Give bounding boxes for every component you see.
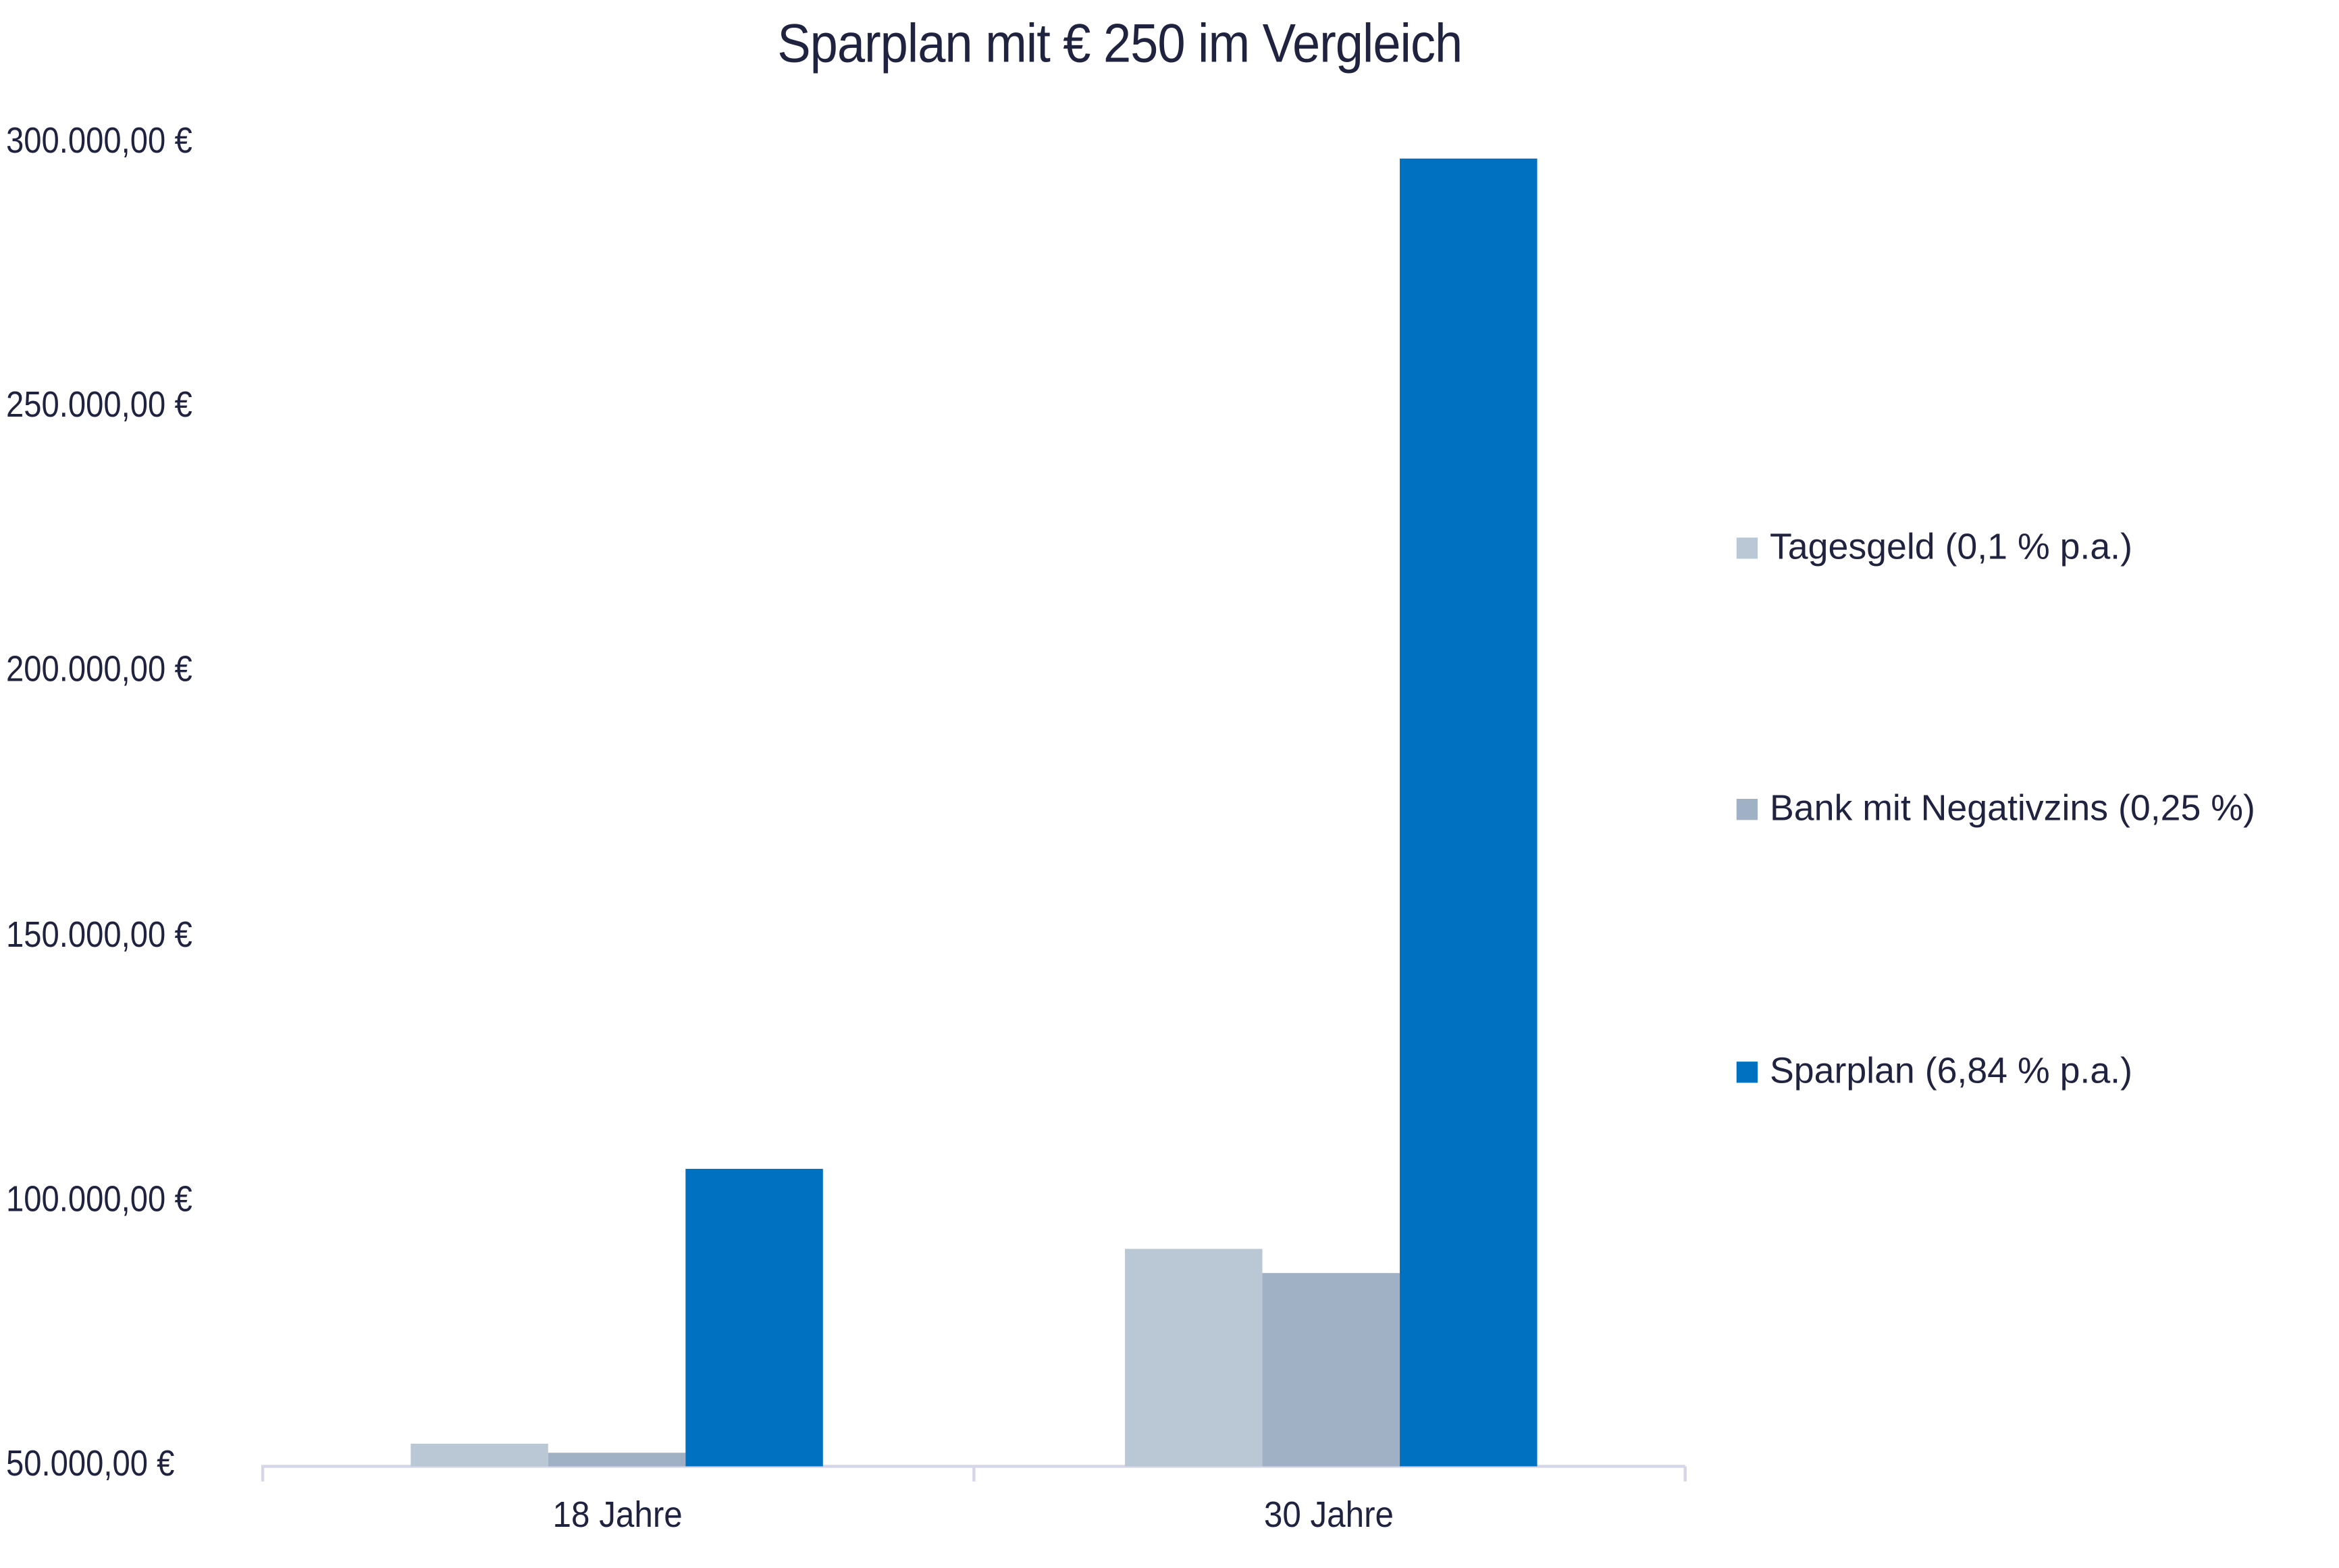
x-axis-tick — [972, 1466, 976, 1482]
chart-title: Sparplan mit € 250 im Vergleich — [777, 11, 1463, 74]
y-tick-label: 250.000,00 € — [5, 385, 192, 427]
bar — [1262, 1273, 1400, 1467]
bar — [411, 1443, 548, 1467]
x-axis-tick — [261, 1466, 265, 1482]
bar — [1400, 158, 1538, 1467]
x-axis-tick — [1683, 1466, 1687, 1482]
legend-label: Bank mit Negativzins (0,25 %) — [1769, 788, 2255, 829]
legend-item-negativzins: Bank mit Negativzins (0,25 %) — [1736, 788, 2255, 831]
legend-swatch-icon — [1736, 799, 1758, 820]
x-label-30-jahre: 30 Jahre — [1263, 1494, 1394, 1536]
x-label-18-jahre: 18 Jahre — [552, 1494, 683, 1536]
bar — [548, 1453, 686, 1467]
bar — [685, 1169, 823, 1467]
legend-label: Sparplan (6,84 % p.a.) — [1769, 1051, 2132, 1092]
legend-swatch-icon — [1736, 1062, 1758, 1083]
legend-swatch-icon — [1736, 538, 1758, 559]
legend-label: Tagesgeld (0,1 % p.a.) — [1769, 527, 2132, 568]
y-tick-label: 300.000,00 € — [5, 120, 192, 162]
y-tick-label: 50.000,00 € — [5, 1443, 175, 1485]
bar — [1125, 1249, 1263, 1467]
y-tick-label: 100.000,00 € — [5, 1179, 192, 1220]
y-tick-label: 200.000,00 € — [5, 650, 192, 691]
legend-item-tagesgeld: Tagesgeld (0,1 % p.a.) — [1736, 527, 2132, 569]
legend-item-sparplan: Sparplan (6,84 % p.a.) — [1736, 1051, 2132, 1093]
y-tick-label: 150.000,00 € — [5, 914, 192, 956]
